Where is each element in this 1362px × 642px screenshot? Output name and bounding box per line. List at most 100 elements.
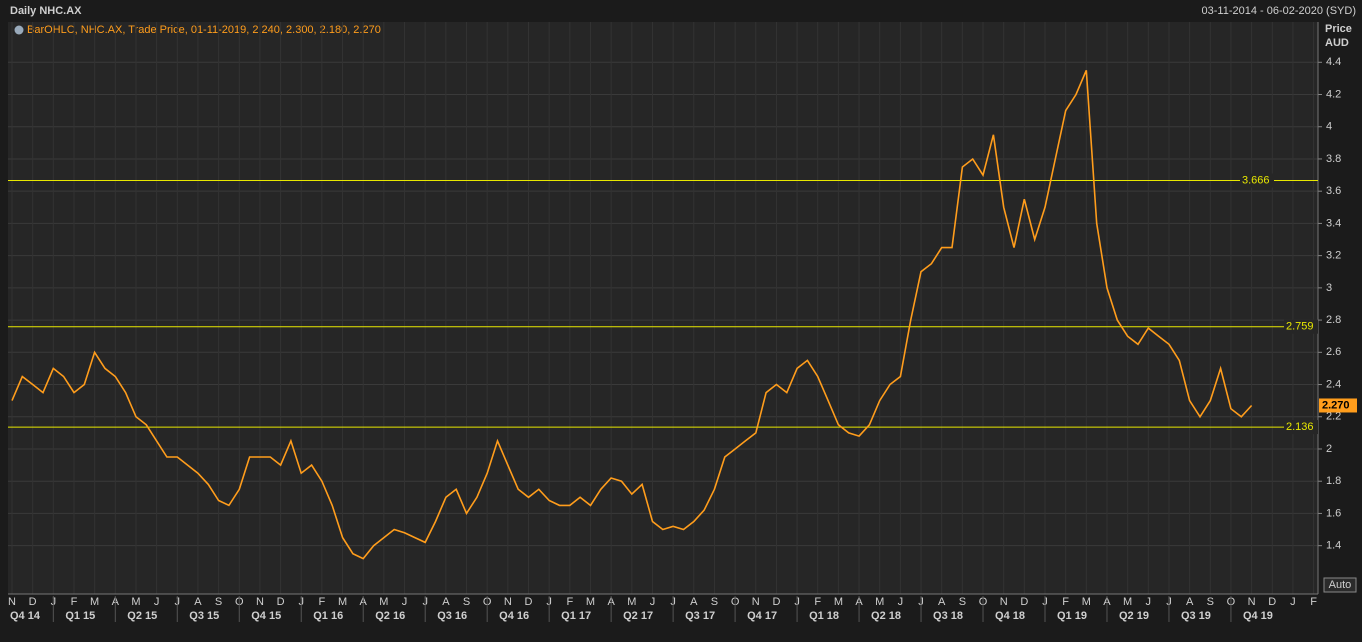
- quarter-label: Q1 17: [561, 610, 591, 622]
- quarter-label: Q2 15: [127, 610, 157, 622]
- y-tick-label: 2: [1326, 443, 1332, 455]
- x-tick-label: M: [1123, 596, 1132, 608]
- y-tick-label: 3.6: [1326, 185, 1341, 197]
- level-label-bg: [1284, 420, 1318, 435]
- quarter-label: Q2 19: [1119, 610, 1149, 622]
- quarter-label: Q1 19: [1057, 610, 1087, 622]
- x-tick-label: D: [772, 596, 780, 608]
- x-tick-label: S: [1207, 596, 1214, 608]
- level-label-bg: [1240, 173, 1274, 188]
- date-range: 03-11-2014 - 06-02-2020 (SYD): [1202, 5, 1357, 17]
- level-label: 3.666: [1242, 174, 1270, 186]
- y-tick-label: 4.4: [1326, 56, 1341, 68]
- quarter-label: Q3 17: [685, 610, 715, 622]
- x-tick-label: J: [402, 596, 408, 608]
- x-tick-label: S: [463, 596, 470, 608]
- quarter-label: Q4 15: [251, 610, 281, 622]
- x-tick-label: F: [319, 596, 326, 608]
- x-tick-label: D: [1268, 596, 1276, 608]
- x-tick-label: A: [1186, 596, 1194, 608]
- quarter-label: Q3 15: [189, 610, 219, 622]
- x-tick-label: N: [1248, 596, 1256, 608]
- level-label: 2.759: [1286, 321, 1314, 333]
- quarter-label: Q4 14: [10, 610, 41, 622]
- x-tick-label: A: [194, 596, 202, 608]
- quarter-label: Q3 18: [933, 610, 963, 622]
- y-tick-label: 2.2: [1326, 411, 1341, 423]
- quarter-label: Q3 19: [1181, 610, 1211, 622]
- quarter-label: Q4 19: [1243, 610, 1273, 622]
- y-label: Price: [1325, 23, 1352, 35]
- y-tick-label: 2.4: [1326, 378, 1341, 390]
- chart-title: Daily NHC.AX: [10, 5, 82, 17]
- y-tick-label: 4: [1326, 121, 1332, 133]
- x-tick-label: D: [277, 596, 285, 608]
- x-tick-label: J: [1290, 596, 1296, 608]
- x-tick-label: M: [586, 596, 595, 608]
- x-tick-label: F: [1062, 596, 1069, 608]
- x-tick-label: J: [898, 596, 904, 608]
- x-tick-label: J: [1146, 596, 1152, 608]
- quarter-label: Q4 16: [499, 610, 529, 622]
- x-tick-label: M: [338, 596, 347, 608]
- x-tick-label: N: [8, 596, 16, 608]
- y-tick-label: 2.8: [1326, 314, 1341, 326]
- x-tick-label: F: [566, 596, 573, 608]
- quarter-label: Q1 15: [65, 610, 95, 622]
- x-tick-label: M: [875, 596, 884, 608]
- quarter-label: Q2 18: [871, 610, 901, 622]
- price-line: [11, 69, 1253, 560]
- x-tick-label: J: [154, 596, 160, 608]
- quarter-label: Q1 16: [313, 610, 343, 622]
- x-tick-label: D: [1020, 596, 1028, 608]
- y-tick-label: 4.2: [1326, 88, 1341, 100]
- level-label-bg: [1284, 319, 1318, 334]
- quarter-label: Q1 18: [809, 610, 839, 622]
- quarter-label: Q4 17: [747, 610, 777, 622]
- y-tick-label: 3.4: [1326, 217, 1341, 229]
- y-unit: AUD: [1325, 37, 1349, 49]
- auto-button[interactable]: [1323, 577, 1357, 593]
- x-tick-label: M: [1082, 596, 1091, 608]
- x-tick-label: M: [131, 596, 140, 608]
- x-tick-label: N: [504, 596, 512, 608]
- x-tick-label: A: [442, 596, 450, 608]
- x-tick-label: F: [1310, 596, 1317, 608]
- x-tick-label: F: [71, 596, 78, 608]
- x-tick-label: A: [690, 596, 698, 608]
- x-tick-label: D: [29, 596, 37, 608]
- x-tick-label: S: [959, 596, 966, 608]
- last-value-tag: [1319, 398, 1357, 413]
- y-tick-label: 1.8: [1326, 475, 1341, 487]
- quarter-label: Q2 17: [623, 610, 653, 622]
- x-tick-label: M: [834, 596, 843, 608]
- x-tick-label: M: [379, 596, 388, 608]
- y-tick-label: 2.6: [1326, 346, 1341, 358]
- x-tick-label: S: [711, 596, 718, 608]
- y-tick-label: 1.6: [1326, 507, 1341, 519]
- quarter-label: Q4 18: [995, 610, 1025, 622]
- x-tick-label: S: [215, 596, 222, 608]
- y-tick-label: 3.8: [1326, 153, 1341, 165]
- quarter-label: Q3 16: [437, 610, 467, 622]
- legend: BarOHLC, NHC.AX, Trade Price, 01-11-2019…: [27, 24, 381, 36]
- x-tick-label: A: [938, 596, 946, 608]
- x-tick-label: M: [90, 596, 99, 608]
- y-tick-label: 1.4: [1326, 540, 1341, 552]
- x-tick-label: N: [256, 596, 264, 608]
- y-tick-label: 3: [1326, 282, 1332, 294]
- legend-icon[interactable]: [14, 25, 24, 35]
- auto-label[interactable]: Auto: [1329, 579, 1352, 591]
- x-tick-label: M: [627, 596, 636, 608]
- y-tick-label: 3.2: [1326, 250, 1341, 262]
- x-tick-label: N: [1000, 596, 1008, 608]
- plot-area: [8, 22, 1318, 594]
- last-value-label: 2.270: [1322, 399, 1350, 411]
- x-tick-label: N: [752, 596, 760, 608]
- quarter-label: Q2 16: [375, 610, 405, 622]
- x-tick-label: J: [650, 596, 656, 608]
- level-label: 2.136: [1286, 421, 1314, 433]
- x-tick-label: D: [525, 596, 533, 608]
